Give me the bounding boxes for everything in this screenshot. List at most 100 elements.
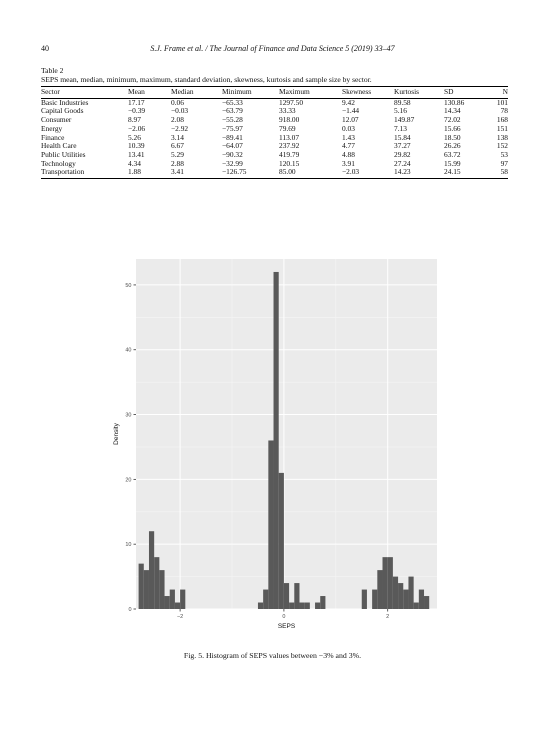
page-number: 40 — [41, 44, 49, 53]
histogram-bar — [273, 271, 279, 609]
value-cell: −90.32 — [222, 149, 243, 159]
table-label: Table 2 — [41, 66, 64, 75]
sector-stats-table: Sector Mean Median Minimum Maximum Skewn… — [41, 86, 508, 180]
value-cell: 4.77 — [342, 141, 355, 151]
value-cell: 72.02 — [444, 115, 461, 125]
running-header: S.J. Frame et al. / The Journal of Finan… — [150, 44, 395, 53]
value-cell: 63.72 — [444, 149, 461, 159]
value-cell: −75.97 — [222, 123, 243, 133]
value-cell: 29.82 — [394, 149, 411, 159]
figure-caption: Fig. 5. Histogram of SEPS values between… — [183, 651, 362, 660]
value-cell: 4.88 — [342, 149, 355, 159]
sector-cell: Energy — [41, 123, 63, 133]
value-cell: −2.06 — [128, 123, 146, 133]
histogram-bar — [299, 602, 305, 609]
histogram-bar — [268, 440, 274, 609]
x-tick-label: −2 — [177, 614, 183, 620]
column-header: Median — [171, 86, 222, 99]
table-header-row: Sector Mean Median Minimum Maximum Skewn… — [41, 86, 508, 99]
value-cell: −55.28 — [222, 115, 243, 125]
column-header: Mean — [128, 86, 171, 99]
table-row: Basic Industries 17.17 0.06 −65.33 1297.50 9.… — [41, 98, 508, 107]
sector-cell: Transportation — [41, 167, 128, 180]
histogram-chart: 0 10 20 30 40 50 −2 0 2 SEPS Density — [113, 259, 437, 630]
value-cell: 0.06 — [171, 97, 184, 107]
value-cell: 0.03 — [342, 123, 355, 133]
value-cell: 97 — [500, 158, 508, 168]
value-cell: 138 — [496, 132, 508, 142]
value-cell: 1.43 — [342, 132, 355, 142]
histogram-bar — [164, 596, 170, 609]
value-cell: 4.34 — [128, 158, 141, 168]
histogram-bar — [263, 589, 269, 609]
value-cell: 37.27 — [394, 141, 411, 151]
table-block: Table 2 SEPS mean, median, minimum, maxi… — [41, 66, 508, 180]
table-row: Public Utilities 13.41 5.29 −90.32 419.79 4.8… — [41, 149, 508, 160]
histogram-bar — [257, 602, 264, 609]
value-cell: 13.41 — [128, 149, 145, 159]
value-cell: 152 — [496, 141, 508, 151]
histogram-bar — [398, 583, 404, 609]
histogram-bars — [138, 271, 430, 609]
histogram-bar — [387, 557, 393, 609]
value-cell: 3.14 — [171, 132, 184, 142]
histogram-bar — [174, 602, 181, 609]
column-header: Skewness — [342, 86, 394, 99]
value-cell: 113.07 — [279, 132, 300, 142]
histogram-bar — [361, 589, 367, 609]
value-cell: 2.88 — [171, 158, 184, 168]
histogram-bar — [289, 602, 295, 609]
histogram-bar — [180, 589, 186, 609]
histogram-bar — [392, 576, 399, 609]
value-cell: 24.15 — [444, 167, 490, 180]
value-cell: −126.75 — [222, 167, 279, 180]
x-tick-label: 2 — [386, 614, 389, 620]
histogram-bar — [424, 596, 430, 609]
value-cell: −65.33 — [222, 97, 243, 107]
histogram-bar — [294, 583, 300, 609]
value-cell: 7.13 — [394, 123, 407, 133]
sector-cell: Health Care — [41, 141, 77, 151]
column-header: N — [490, 86, 508, 99]
sector-cell: Public Utilities — [41, 149, 86, 159]
value-cell: 10.39 — [128, 141, 145, 151]
table-caption: SEPS mean, median, minimum, maximum, sta… — [41, 75, 372, 84]
histogram-bar — [278, 472, 284, 609]
axis-ticks: 0 10 20 30 40 50 −2 0 2 — [125, 283, 389, 620]
column-header: Maximum — [279, 86, 342, 99]
column-header: Minimum — [222, 86, 279, 99]
histogram-bar — [382, 557, 388, 609]
plot-panel — [136, 259, 437, 609]
value-cell: 5.16 — [394, 106, 407, 116]
table-row: Finance 5.26 3.14 −89.41 113.07 1.43 15.84 18.5… — [41, 132, 508, 143]
histogram-bar — [418, 589, 425, 609]
value-cell: 168 — [496, 115, 508, 125]
value-cell: −0.03 — [171, 106, 189, 116]
value-cell: 1.88 — [128, 167, 171, 180]
value-cell: −89.41 — [222, 132, 243, 142]
value-cell: 79.69 — [279, 123, 296, 133]
histogram-bar — [304, 602, 310, 609]
sector-cell: Consumer — [41, 115, 72, 125]
value-cell: 3.91 — [342, 158, 355, 168]
column-header: Kurtosis — [394, 86, 444, 99]
value-cell: −63.79 — [222, 106, 243, 116]
value-cell: 6.67 — [171, 141, 184, 151]
histogram-bar — [283, 583, 290, 609]
value-cell: 120.15 — [279, 158, 300, 168]
value-cell: 15.66 — [444, 123, 461, 133]
value-cell: 918.00 — [279, 115, 300, 125]
value-cell: 15.84 — [394, 132, 411, 142]
table-row: Transportation 1.88 3.41 −126.75 85.00 −2.03 1… — [41, 167, 508, 180]
value-cell: 14.23 — [394, 167, 444, 180]
histogram-bar — [377, 570, 383, 609]
table-row: Technology 4.34 2.88 −32.99 120.15 3.91 27.24 1… — [41, 158, 508, 169]
table-row: Consumer 8.97 2.08 −55.28 918.00 12.07 149.87 7… — [41, 115, 508, 125]
y-tick-label: 20 — [125, 477, 131, 483]
value-cell: −32.99 — [222, 158, 243, 168]
y-axis-label: Density — [113, 422, 120, 444]
value-cell: 101 — [496, 97, 508, 107]
value-cell: −64.07 — [222, 141, 243, 151]
minor-gridlines — [136, 259, 437, 609]
value-cell: 53 — [500, 149, 508, 159]
